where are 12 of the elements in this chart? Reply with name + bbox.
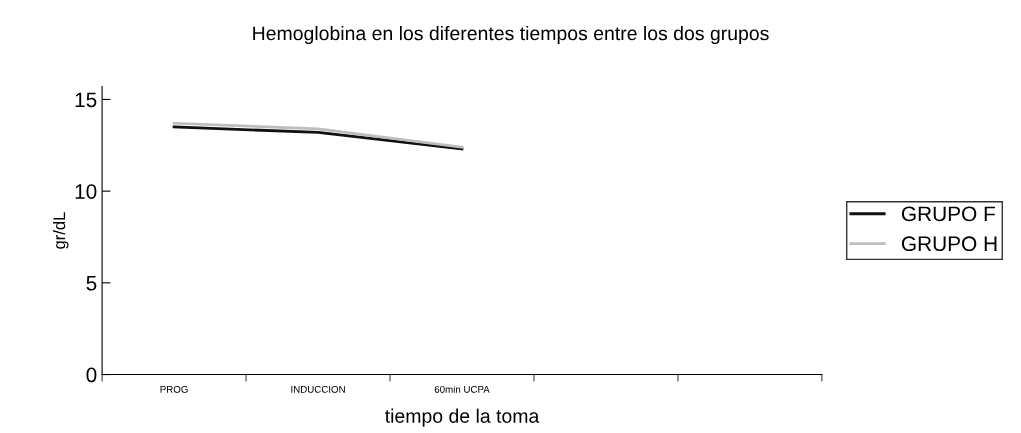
x-tick-label: INDUCCION [291,385,345,393]
y-tick-label: 5 [86,276,97,291]
x-tick-label: PROG [160,385,188,393]
legend-label: GRUPO F [901,206,995,222]
x-axis-title: tiempo de la toma [385,408,540,427]
legend-label: GRUPO H [901,236,997,252]
y-axis-title: gr/dL [52,212,69,249]
y-tick-label: 15 [75,92,97,108]
y-tick-label: 0 [86,367,97,383]
chart-title: Hemoglobina en los diferentes tiempos entre los dos grupos [253,25,769,45]
x-tick-label: 60min UCPA [434,385,490,393]
y-tick-label: 10 [75,184,97,199]
